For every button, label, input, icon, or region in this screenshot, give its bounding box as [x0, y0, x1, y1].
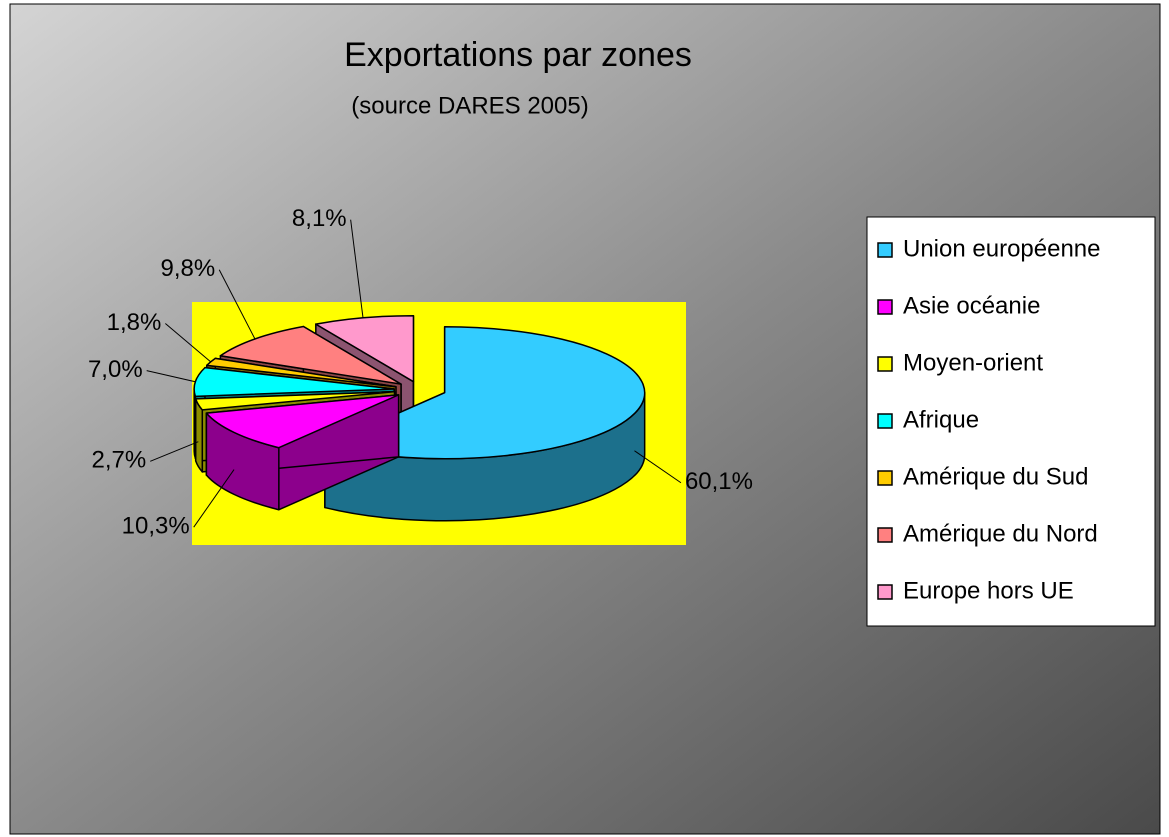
- leader-line: [165, 323, 212, 363]
- slice: [194, 390, 396, 411]
- legend-label: Amérique du Nord: [903, 520, 1098, 547]
- slice: [205, 394, 400, 449]
- leader-line: [193, 469, 235, 528]
- leader-line: [150, 441, 199, 462]
- legend-swatch: [877, 527, 893, 543]
- data-label: 10,3%: [122, 513, 190, 540]
- chart-subtitle: (source DARES 2005): [351, 92, 588, 119]
- leader-line: [350, 219, 364, 318]
- legend-swatch: [877, 356, 893, 372]
- slice: [315, 314, 415, 383]
- legend-label: Union européenne: [903, 235, 1101, 262]
- chart-title: Exportations par zones: [344, 36, 692, 74]
- leader-line: [218, 269, 256, 340]
- leader-line: [146, 370, 196, 383]
- data-label: 7,0%: [88, 356, 143, 383]
- data-label: 1,8%: [107, 309, 162, 336]
- legend-swatch: [877, 242, 893, 258]
- legend: [866, 216, 1156, 627]
- legend-label: Asie océanie: [903, 292, 1040, 319]
- data-label: 60,1%: [685, 468, 753, 495]
- data-label: 8,1%: [292, 205, 347, 232]
- leader-line: [634, 450, 682, 484]
- legend-label: Amérique du Sud: [903, 463, 1088, 490]
- data-label: 2,7%: [92, 447, 147, 474]
- slice: [219, 325, 402, 385]
- legend-swatch: [877, 584, 893, 600]
- data-label: 9,8%: [161, 255, 216, 282]
- legend-swatch: [877, 413, 893, 429]
- legend-label: Europe hors UE: [903, 577, 1074, 604]
- legend-swatch: [877, 470, 893, 486]
- slice: [324, 325, 646, 460]
- legend-label: Moyen-orient: [903, 349, 1043, 376]
- legend-swatch: [877, 299, 893, 315]
- legend-label: Afrique: [903, 406, 979, 433]
